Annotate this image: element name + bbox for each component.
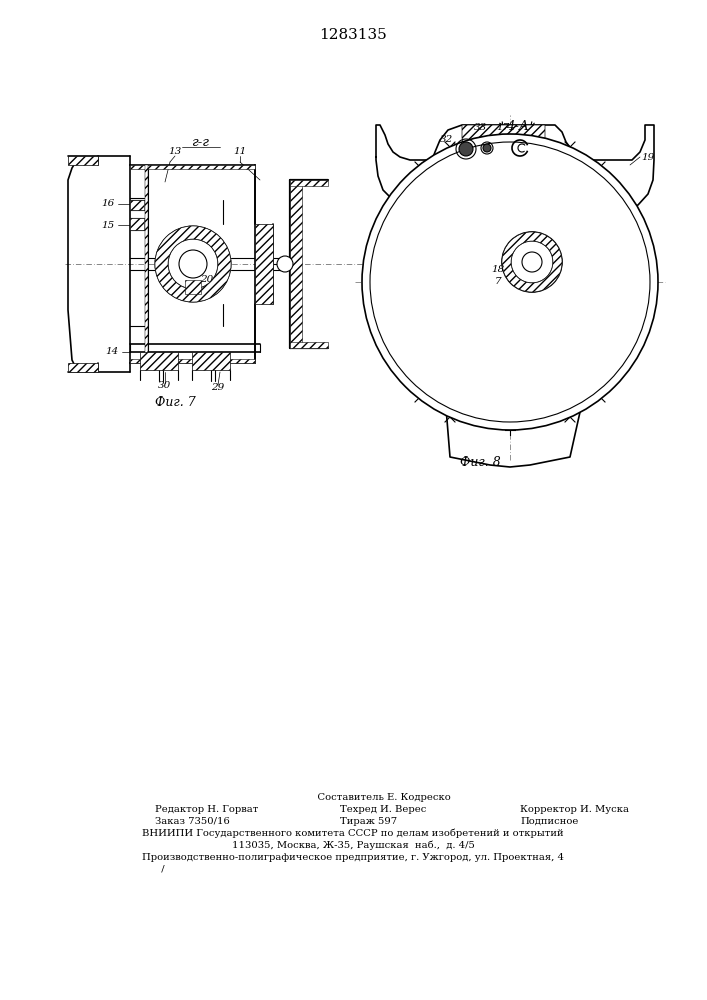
Text: 17: 17 [496,123,510,132]
Circle shape [483,144,491,152]
Wedge shape [502,232,562,292]
Text: 1283135: 1283135 [319,28,387,42]
Text: 13: 13 [168,147,182,156]
Text: 18: 18 [491,265,505,274]
Text: Корректор И. Муска: Корректор И. Муска [520,804,629,814]
Text: 14: 14 [105,348,119,357]
Bar [290,180,302,348]
Text: ВНИИПИ Государственного комитета СССР по делам изобретений и открытий: ВНИИПИ Государственного комитета СССР по… [142,828,563,838]
Text: 15: 15 [101,221,115,230]
Text: Техред И. Верес: Техред И. Верес [340,804,426,814]
Bar [290,180,328,186]
Circle shape [459,142,473,156]
Circle shape [155,226,231,302]
Text: Тираж 597: Тираж 597 [340,816,397,826]
Text: 4-А: 4-А [506,120,528,133]
Bar [68,363,98,372]
Circle shape [370,142,650,422]
Bar [145,165,148,363]
Polygon shape [462,125,545,165]
Text: 20: 20 [200,275,214,284]
Text: 30: 30 [158,381,172,390]
Text: Подписное: Подписное [520,816,578,826]
Circle shape [362,134,658,430]
Text: 19: 19 [641,152,655,161]
Text: Производственно-полиграфическое предприятие, г. Ужгород, ул. Проектная, 4: Производственно-полиграфическое предприя… [142,852,564,861]
Bar [290,342,328,348]
Circle shape [502,232,562,292]
Text: Заказ 7350/16: Заказ 7350/16 [155,816,230,826]
Text: 113035, Москва, Ж-35, Раушская  наб.,  д. 4/5: 113035, Москва, Ж-35, Раушская наб., д. … [232,840,474,850]
Bar [130,165,255,169]
Circle shape [511,241,553,283]
Bar [255,224,273,304]
Text: Фиг. 7: Фиг. 7 [155,395,195,408]
Text: 33: 33 [474,123,486,132]
Bar [68,156,98,165]
Text: Фиг. 8: Фиг. 8 [460,456,501,470]
Circle shape [179,250,207,278]
Text: /: / [155,864,165,874]
Bar [130,200,144,210]
Text: 7: 7 [495,277,501,286]
Text: Редактор Н. Горват: Редактор Н. Горват [155,804,258,814]
Circle shape [168,239,218,289]
Bar [140,352,178,370]
Circle shape [277,256,293,272]
Text: Составитель Е. Кодреско: Составитель Е. Кодреско [255,792,451,802]
Bar [192,352,230,370]
Bar [185,280,201,294]
Circle shape [522,252,542,272]
Wedge shape [155,226,231,302]
Text: г-г: г-г [191,135,209,148]
Bar [130,359,255,363]
Text: 16: 16 [101,200,115,209]
Bar [130,218,144,230]
Text: 11: 11 [233,147,247,156]
Text: 29: 29 [211,383,225,392]
Text: 32: 32 [440,135,454,144]
